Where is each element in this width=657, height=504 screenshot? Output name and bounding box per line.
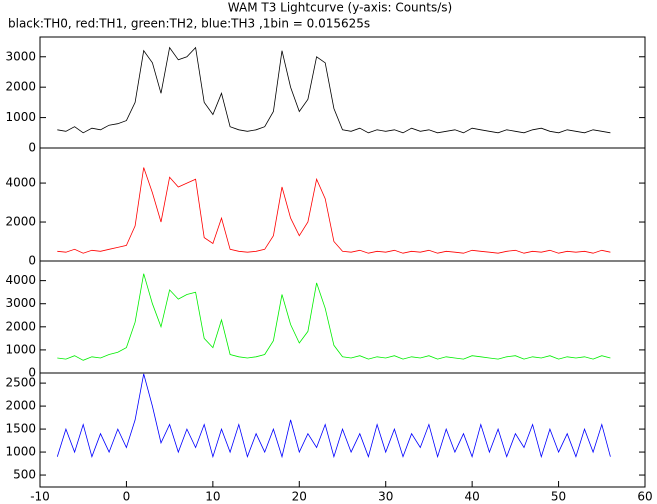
y-tick-label: 0	[28, 141, 36, 155]
x-tick-label: 60	[637, 490, 652, 504]
y-tick-label: 3000	[5, 49, 36, 63]
chart-subtitle: black:TH0, red:TH1, green:TH2, blue:TH3 …	[8, 17, 370, 31]
x-tick-label: 30	[378, 490, 393, 504]
panel-frame	[39, 147, 646, 262]
y-tick-label: 500	[13, 468, 36, 482]
y-tick-label: 2000	[5, 215, 36, 229]
y-tick-label: 2000	[5, 319, 36, 333]
lightcurve	[57, 273, 611, 361]
y-tick-label: 2500	[5, 376, 36, 390]
lightcurve	[57, 167, 611, 254]
panel-frame	[39, 372, 646, 488]
y-tick-label: 1000	[5, 342, 36, 356]
panel-frame	[39, 36, 646, 149]
y-tick-label: 4000	[5, 273, 36, 287]
x-tick-label: 0	[123, 490, 131, 504]
chart-title: WAM T3 Lightcurve (y-axis: Counts/s)	[228, 1, 452, 15]
lightcurve	[57, 46, 611, 134]
y-tick-label: 4000	[5, 176, 36, 190]
y-tick-label: 1000	[5, 445, 36, 459]
lightcurve	[56, 373, 611, 459]
x-tick-label: 50	[551, 490, 566, 504]
x-tick-label: -10	[30, 490, 50, 504]
x-tick-label: 20	[292, 490, 307, 504]
y-tick-label: 2000	[5, 80, 36, 94]
y-tick-label: 0	[28, 254, 36, 268]
y-tick-label: 1500	[5, 422, 36, 436]
y-tick-label: 3000	[5, 296, 36, 310]
x-tick-label: 10	[205, 490, 220, 504]
y-tick-label: 1000	[5, 110, 36, 124]
y-tick-label: 0	[28, 366, 36, 380]
y-tick-label: 2000	[5, 399, 36, 413]
x-tick-label: 40	[465, 490, 480, 504]
